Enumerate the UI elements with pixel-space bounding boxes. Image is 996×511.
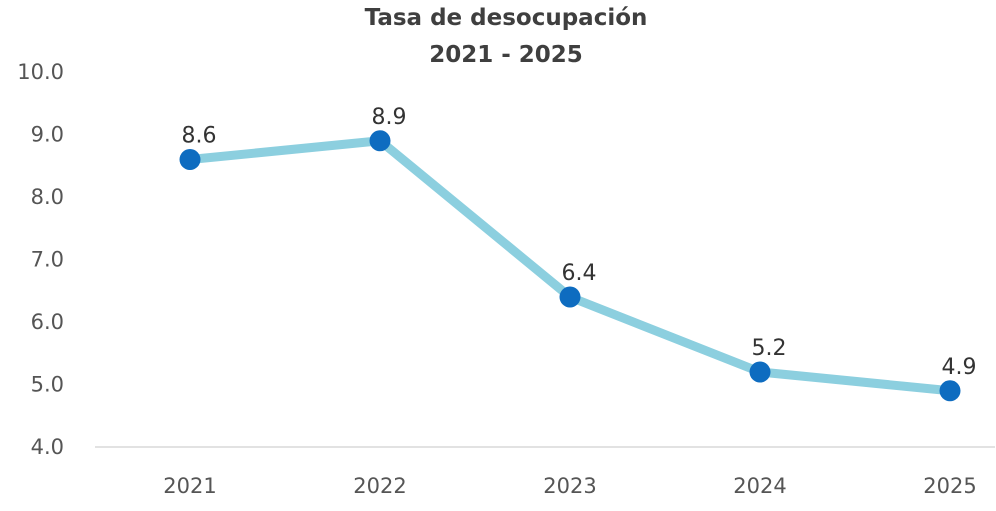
data-label: 4.9 bbox=[942, 355, 977, 380]
x-tick-label: 2021 bbox=[163, 474, 216, 498]
series-line-segment bbox=[185, 136, 385, 164]
y-tick-label: 5.0 bbox=[31, 373, 64, 397]
y-tick-label: 10.0 bbox=[17, 60, 64, 84]
axes: 4.0 5.0 6.0 7.0 8.0 9.0 10.0 2021 2022 2023 2024 20… bbox=[17, 60, 995, 498]
chart-subtitle: 2021 - 2025 bbox=[429, 42, 583, 68]
data-label: 5.2 bbox=[752, 336, 787, 361]
data-point-marker bbox=[939, 380, 961, 402]
chart-title: Tasa de desocupación bbox=[365, 5, 648, 31]
series-line-segment bbox=[565, 292, 765, 377]
x-tick-label: 2023 bbox=[543, 474, 596, 498]
x-tick-label: 2025 bbox=[923, 474, 976, 498]
y-tick-label: 9.0 bbox=[31, 123, 64, 147]
data-point-marker bbox=[179, 149, 201, 170]
data-label: 8.9 bbox=[372, 105, 407, 130]
data-label: 6.4 bbox=[562, 261, 597, 286]
data-label: 8.6 bbox=[182, 124, 217, 149]
series-line-segment bbox=[755, 367, 955, 396]
series-layer bbox=[179, 130, 961, 402]
y-tick-label: 4.0 bbox=[31, 435, 64, 459]
data-labels: 8.6 8.9 6.4 5.2 4.9 bbox=[182, 105, 977, 380]
y-tick-label: 6.0 bbox=[31, 310, 64, 334]
y-tick-label: 7.0 bbox=[31, 248, 64, 272]
x-tick-label: 2022 bbox=[353, 474, 406, 498]
data-point-marker bbox=[749, 361, 771, 383]
data-point-marker bbox=[369, 130, 391, 152]
x-tick-label: 2024 bbox=[733, 474, 786, 498]
data-point-marker bbox=[559, 286, 581, 308]
series-line-segment bbox=[375, 136, 575, 302]
y-tick-label: 8.0 bbox=[31, 185, 64, 209]
